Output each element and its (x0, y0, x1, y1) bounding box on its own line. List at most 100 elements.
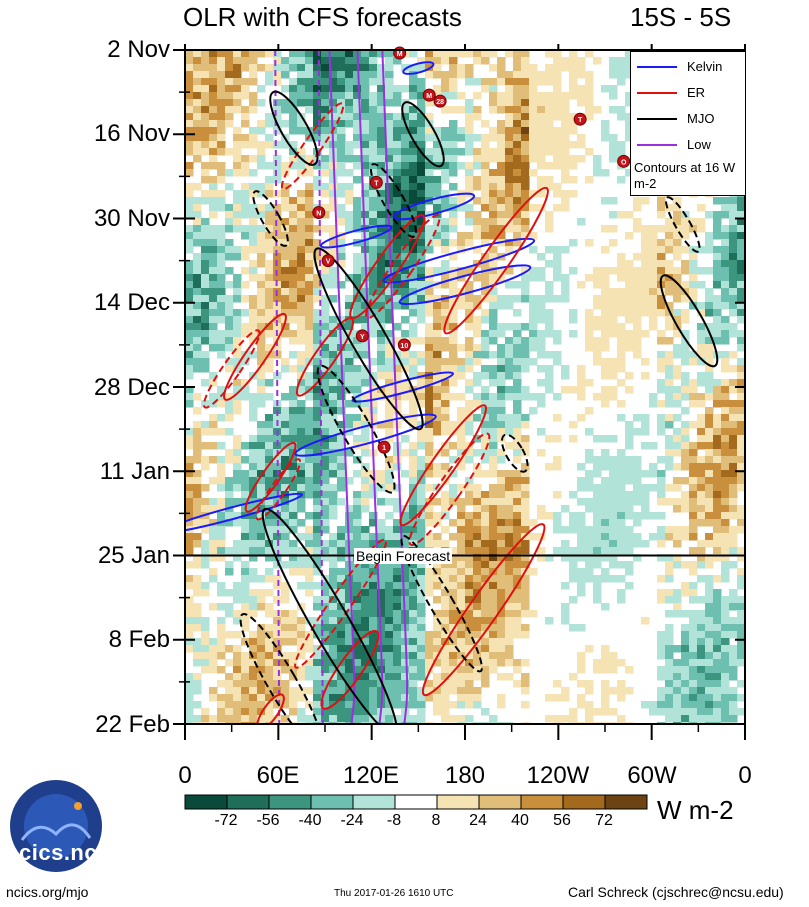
olr-cell (641, 295, 650, 303)
olr-cell (257, 379, 266, 387)
olr-cell (681, 358, 690, 366)
olr-cell (265, 428, 274, 436)
olr-cell (481, 582, 490, 590)
olr-cell (457, 442, 466, 450)
olr-cell (617, 330, 626, 338)
olr-cell (417, 442, 426, 450)
olr-cell (457, 694, 466, 702)
olr-cell (617, 470, 626, 478)
olr-cell (305, 106, 314, 114)
olr-cell (721, 302, 730, 310)
olr-cell (601, 568, 610, 576)
olr-cell (289, 421, 298, 429)
olr-cell (705, 288, 714, 296)
olr-cell (417, 393, 426, 401)
olr-cell (545, 225, 554, 233)
olr-cell (265, 589, 274, 597)
olr-cell (689, 610, 698, 618)
olr-cell (521, 484, 530, 492)
olr-cell (561, 162, 570, 170)
olr-cell (625, 512, 634, 520)
olr-cell (713, 386, 722, 394)
olr-cell (425, 449, 434, 457)
olr-cell (393, 302, 402, 310)
olr-cell (657, 498, 666, 506)
olr-cell (241, 232, 250, 240)
olr-cell (737, 372, 745, 380)
olr-cell (657, 533, 666, 541)
olr-cell (441, 505, 450, 513)
olr-cell (457, 596, 466, 604)
olr-cell (305, 414, 314, 422)
olr-cell (657, 260, 666, 268)
olr-cell (577, 218, 586, 226)
olr-cell (217, 386, 226, 394)
olr-cell (609, 316, 618, 324)
olr-cell (409, 85, 418, 93)
olr-cell (281, 218, 290, 226)
olr-cell (505, 561, 514, 569)
olr-cell (265, 631, 274, 639)
olr-cell (417, 358, 426, 366)
olr-cell (737, 379, 745, 387)
olr-cell (433, 701, 442, 709)
olr-cell (321, 477, 330, 485)
olr-cell (409, 351, 418, 359)
olr-cell (537, 295, 546, 303)
olr-cell (409, 715, 418, 723)
olr-cell (273, 246, 282, 254)
olr-cell (449, 50, 458, 58)
olr-cell (633, 554, 642, 562)
er-contour-dashed (202, 329, 261, 409)
olr-cell (713, 225, 722, 233)
olr-cell (353, 302, 362, 310)
olr-cell (185, 400, 194, 408)
olr-cell (329, 680, 338, 688)
olr-cell (297, 547, 306, 555)
olr-cell (737, 463, 745, 471)
olr-cell (505, 246, 514, 254)
olr-cell (401, 519, 410, 527)
olr-cell (433, 85, 442, 93)
olr-cell (529, 71, 538, 79)
olr-cell (305, 645, 314, 653)
olr-cell (257, 470, 266, 478)
olr-cell (225, 120, 234, 128)
olr-cell (433, 71, 442, 79)
olr-cell (545, 78, 554, 86)
olr-cell (617, 365, 626, 373)
olr-cell (617, 687, 626, 695)
olr-cell (537, 351, 546, 359)
olr-cell (313, 673, 322, 681)
olr-cell (257, 456, 266, 464)
olr-cell (417, 169, 426, 177)
olr-cell (649, 253, 658, 261)
olr-cell (513, 134, 522, 142)
olr-cell (465, 582, 474, 590)
olr-cell (673, 505, 682, 513)
olr-cell (433, 393, 442, 401)
olr-cell (441, 414, 450, 422)
olr-cell (369, 71, 378, 79)
olr-cell (305, 316, 314, 324)
olr-cell (521, 463, 530, 471)
olr-cell (369, 610, 378, 618)
olr-cell (657, 687, 666, 695)
olr-cell (257, 274, 266, 282)
olr-cell (529, 169, 538, 177)
olr-cell (657, 631, 666, 639)
olr-cell (537, 337, 546, 345)
olr-cell (593, 323, 602, 331)
olr-cell (377, 715, 386, 723)
olr-cell (393, 260, 402, 268)
olr-cell (377, 260, 386, 268)
olr-cell (681, 645, 690, 653)
olr-cell (713, 232, 722, 240)
olr-cell (481, 652, 490, 660)
olr-cell (425, 162, 434, 170)
olr-cell (337, 526, 346, 534)
olr-cell (585, 330, 594, 338)
olr-cell (457, 638, 466, 646)
olr-cell (313, 540, 322, 548)
olr-cell (193, 148, 202, 156)
